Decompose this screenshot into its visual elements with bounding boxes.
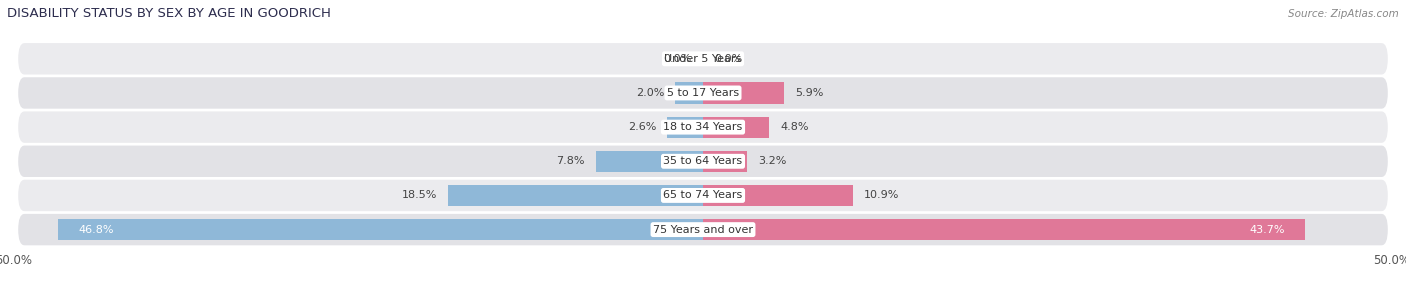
Bar bbox=[449, 185, 703, 206]
Text: 0.0%: 0.0% bbox=[664, 54, 692, 64]
Text: 4.8%: 4.8% bbox=[780, 122, 808, 132]
FancyBboxPatch shape bbox=[18, 145, 1388, 177]
Text: 5 to 17 Years: 5 to 17 Years bbox=[666, 88, 740, 98]
Text: Source: ZipAtlas.com: Source: ZipAtlas.com bbox=[1288, 9, 1399, 19]
Text: 65 to 74 Years: 65 to 74 Years bbox=[664, 190, 742, 200]
Text: 18 to 34 Years: 18 to 34 Years bbox=[664, 122, 742, 132]
FancyBboxPatch shape bbox=[18, 77, 1388, 109]
FancyBboxPatch shape bbox=[18, 43, 1388, 74]
FancyBboxPatch shape bbox=[18, 111, 1388, 143]
Text: 35 to 64 Years: 35 to 64 Years bbox=[664, 156, 742, 166]
Text: 46.8%: 46.8% bbox=[79, 224, 114, 235]
Text: 43.7%: 43.7% bbox=[1249, 224, 1285, 235]
Text: DISABILITY STATUS BY SEX BY AGE IN GOODRICH: DISABILITY STATUS BY SEX BY AGE IN GOODR… bbox=[7, 6, 330, 20]
Bar bbox=[703, 82, 785, 104]
Text: 5.9%: 5.9% bbox=[796, 88, 824, 98]
Text: 2.6%: 2.6% bbox=[627, 122, 657, 132]
Bar bbox=[596, 151, 703, 172]
Text: 18.5%: 18.5% bbox=[402, 190, 437, 200]
Text: Under 5 Years: Under 5 Years bbox=[665, 54, 741, 64]
Bar bbox=[668, 117, 703, 138]
Text: 3.2%: 3.2% bbox=[758, 156, 786, 166]
Text: 2.0%: 2.0% bbox=[636, 88, 665, 98]
Bar bbox=[703, 117, 769, 138]
FancyBboxPatch shape bbox=[18, 180, 1388, 211]
Text: 10.9%: 10.9% bbox=[865, 190, 900, 200]
Text: 75 Years and over: 75 Years and over bbox=[652, 224, 754, 235]
FancyBboxPatch shape bbox=[18, 214, 1388, 245]
Bar bbox=[703, 185, 853, 206]
Text: 0.0%: 0.0% bbox=[714, 54, 742, 64]
Bar bbox=[675, 82, 703, 104]
Bar bbox=[58, 219, 703, 240]
Bar bbox=[703, 151, 747, 172]
Bar bbox=[703, 219, 1305, 240]
Text: 7.8%: 7.8% bbox=[555, 156, 585, 166]
